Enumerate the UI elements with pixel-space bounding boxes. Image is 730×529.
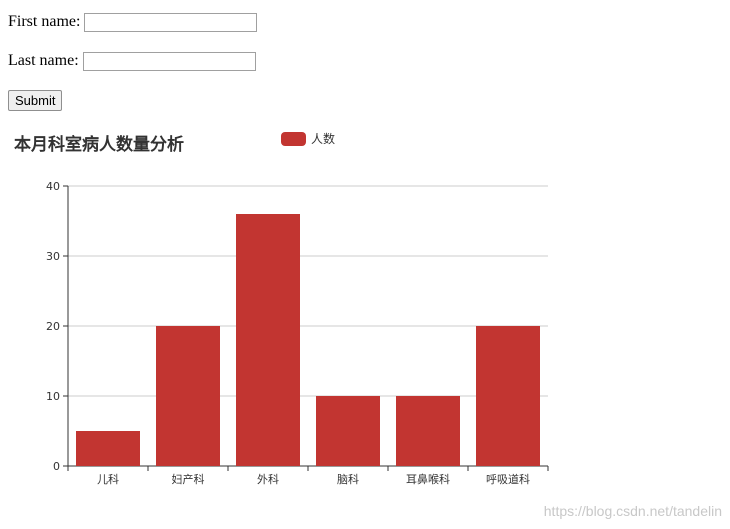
bar[interactable] [316,396,380,466]
x-tick-label: 儿科 [97,472,119,486]
x-tick-label: 脑科 [337,472,359,486]
legend-label: 人数 [311,132,336,146]
last-name-label: Last name: [8,52,79,69]
submit-button[interactable]: Submit [8,90,63,111]
x-tick-label: 妇产科 [172,472,205,486]
chart-title: 本月科室病人数量分析 [14,135,184,155]
x-tick-label: 呼吸道科 [486,472,530,486]
first-name-row: First name: [8,12,258,32]
x-tick-label: 外科 [257,472,279,486]
y-tick-label: 10 [46,390,60,403]
first-name-label: First name: [8,13,81,30]
watermark: https://blog.csdn.net/tandelin [543,503,722,519]
bar[interactable] [76,431,140,466]
chart: 0 10 20 30 40 儿科 妇产科 外科 脑科 耳鼻喉科 呼吸道科 本月科室病人数量分析 人数 [0,120,600,520]
y-tick-label: 30 [46,250,60,263]
bar[interactable] [476,326,540,466]
last-name-row: Last name: [8,51,256,71]
last-name-input[interactable] [82,51,256,71]
bar[interactable] [396,396,460,466]
legend-swatch [281,131,306,146]
y-tick-label: 40 [46,180,60,193]
y-tick-label: 20 [46,320,60,333]
bar[interactable] [156,326,220,466]
y-tick-label: 0 [53,460,60,473]
x-tick-label: 耳鼻喉科 [406,472,450,486]
bar[interactable] [236,214,300,466]
first-name-input[interactable] [84,12,258,32]
chart-legend[interactable]: 人数 [281,130,335,147]
chart-canvas: 0 10 20 30 40 儿科 妇产科 外科 脑科 耳鼻喉科 呼吸道科 [46,180,549,486]
